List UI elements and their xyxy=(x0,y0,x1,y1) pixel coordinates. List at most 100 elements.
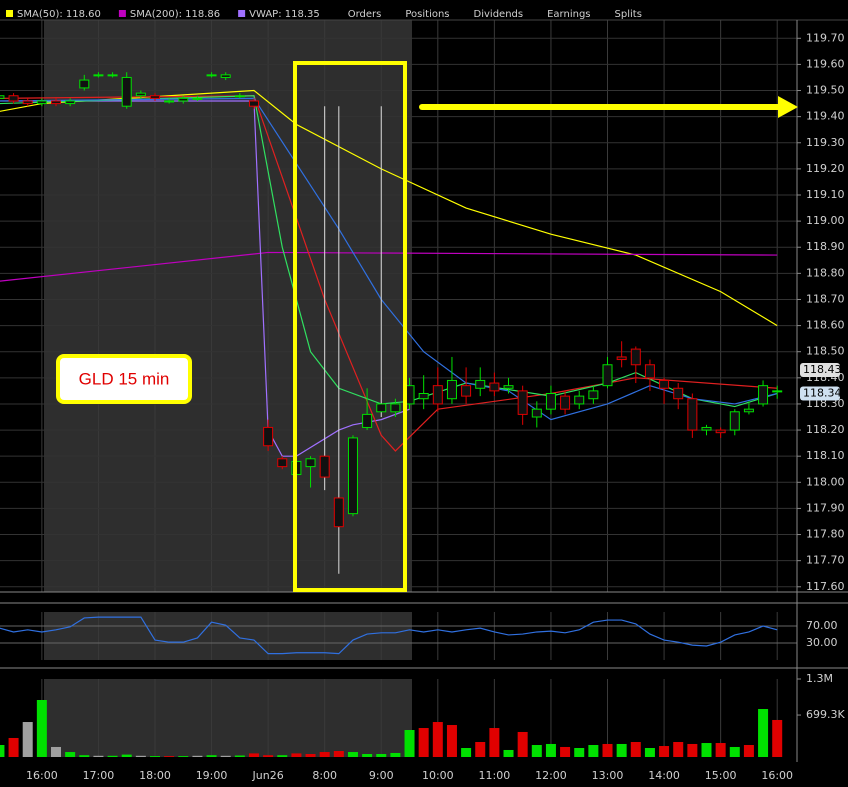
candle-body xyxy=(772,390,783,393)
volume-bar xyxy=(772,719,783,757)
volume-bar xyxy=(0,745,5,757)
volume-bar xyxy=(220,755,231,757)
candle-body xyxy=(616,356,627,361)
candle-body xyxy=(489,382,500,392)
volume-bar xyxy=(531,745,542,757)
volume-bar xyxy=(263,755,274,757)
x-tick-label: 16:00 xyxy=(761,769,793,782)
volume-bar xyxy=(333,751,344,757)
candle-body xyxy=(0,95,5,99)
volume-bar xyxy=(347,752,358,757)
volume-bar xyxy=(107,755,118,757)
candle-body xyxy=(220,74,231,78)
volume-bar xyxy=(517,731,528,757)
candle-body xyxy=(715,429,726,434)
volume-bar xyxy=(291,753,302,757)
volume-bar xyxy=(362,754,373,757)
candle-body xyxy=(50,100,61,105)
menu-item[interactable]: Splits xyxy=(615,9,642,20)
x-tick-label: 18:00 xyxy=(139,769,171,782)
candle-body xyxy=(93,74,104,77)
candle-body xyxy=(729,411,740,431)
volume-bar xyxy=(22,722,33,757)
legend-label: SMA(50): 118.60 xyxy=(17,9,101,20)
y-tick-label: 118.20 xyxy=(806,423,845,436)
candle-body xyxy=(517,390,528,415)
volume-bar xyxy=(50,746,61,757)
annotation-box xyxy=(56,354,192,404)
volume-bar xyxy=(376,754,387,757)
volume-bar xyxy=(36,700,47,757)
price-tag-label: 118.43 xyxy=(803,363,842,376)
volume-bar xyxy=(503,749,514,757)
legend-swatch xyxy=(238,10,246,17)
legend-label: VWAP: 118.35 xyxy=(249,9,320,20)
volume-bar xyxy=(701,743,712,757)
candle-body xyxy=(36,100,47,105)
volume-bar xyxy=(446,725,457,757)
candle-body xyxy=(743,408,754,413)
volume-bar xyxy=(461,748,472,757)
menu-item[interactable]: Positions xyxy=(405,9,449,20)
candle-body xyxy=(263,426,274,447)
volume-bar xyxy=(121,754,132,757)
y-tick-label: 119.00 xyxy=(806,214,845,227)
y-tick-label: 118.70 xyxy=(806,292,845,305)
volume-bar xyxy=(418,728,429,757)
legend-label: SMA(200): 118.86 xyxy=(130,9,220,20)
volume-bar xyxy=(729,746,740,757)
volume-bar xyxy=(588,745,599,757)
candle-body xyxy=(149,95,160,99)
candle-body xyxy=(602,364,613,387)
x-tick-label: 14:00 xyxy=(648,769,680,782)
x-tick-label: 8:00 xyxy=(312,769,337,782)
volume-bar xyxy=(93,755,104,757)
volume-bar xyxy=(404,730,415,757)
candle-body xyxy=(8,95,19,102)
menu-item[interactable]: Dividends xyxy=(474,9,524,20)
y-tick-label: 119.40 xyxy=(806,110,845,123)
menu-item[interactable]: Earnings xyxy=(547,9,590,20)
y-tick-label: 119.50 xyxy=(806,84,845,97)
volume-bar xyxy=(743,745,754,757)
volume-bar xyxy=(659,746,670,757)
x-tick-label: 17:00 xyxy=(83,769,115,782)
legend-swatch xyxy=(6,10,13,17)
candle-body xyxy=(333,497,344,528)
candle-body xyxy=(164,100,175,103)
volume-bar xyxy=(164,756,175,757)
volume-bar xyxy=(248,753,259,757)
y-tick-label: 699.3K xyxy=(806,708,845,721)
y-tick-label: 118.90 xyxy=(806,240,845,253)
y-tick-label: 118.10 xyxy=(806,449,845,462)
candle-body xyxy=(560,395,571,410)
y-tick-label: 117.60 xyxy=(806,580,845,593)
y-tick-label: 119.70 xyxy=(806,31,845,44)
indicator-line xyxy=(0,97,778,421)
volume-bar xyxy=(8,737,19,757)
y-tick-label: 118.00 xyxy=(806,475,845,488)
volume-bar xyxy=(560,746,571,757)
candle-body xyxy=(22,100,33,105)
volume-bar xyxy=(65,752,76,757)
y-tick-label: 30.00 xyxy=(806,636,838,649)
x-tick-label: 11:00 xyxy=(479,769,511,782)
candle-body xyxy=(701,426,712,431)
candle-body xyxy=(475,379,486,389)
candle-body xyxy=(376,403,387,413)
volume-bar xyxy=(149,756,160,757)
candle-body xyxy=(418,392,429,400)
volume-bar xyxy=(390,752,401,757)
legend-swatch xyxy=(118,10,126,17)
volume-bar xyxy=(715,743,726,757)
candle-body xyxy=(347,437,358,515)
candle-body xyxy=(758,385,769,405)
candle-body xyxy=(107,74,118,77)
arrow-head xyxy=(778,96,798,118)
price-tag xyxy=(800,386,840,401)
volume-bar xyxy=(277,755,288,757)
volume-bar xyxy=(305,754,316,757)
menu-item[interactable]: Orders xyxy=(348,9,382,20)
volume-bar xyxy=(602,743,613,757)
y-tick-label: 118.50 xyxy=(806,345,845,358)
